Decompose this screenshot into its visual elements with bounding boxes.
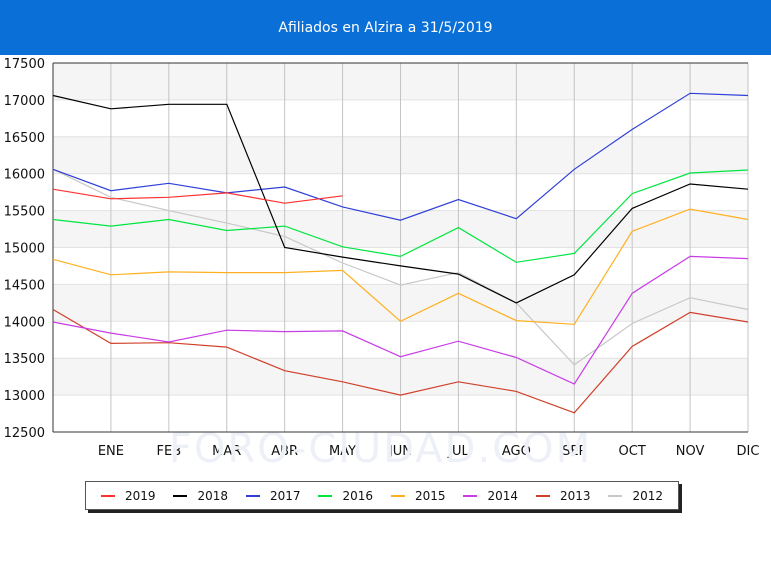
legend-swatch — [608, 494, 623, 497]
x-tick-label: ABR — [271, 444, 298, 459]
y-tick-label: 16500 — [4, 131, 45, 146]
y-tick-label: 14500 — [4, 278, 45, 293]
series-line-2014 — [52, 255, 749, 385]
y-tick-label: 17500 — [4, 57, 45, 72]
legend-swatch — [390, 494, 405, 497]
legend-item-2019: 2019 — [100, 488, 156, 503]
series-line-2017 — [52, 92, 749, 221]
legend-swatch — [245, 494, 260, 497]
x-tick-label: MAR — [212, 444, 241, 459]
legend-label: 2019 — [124, 488, 156, 503]
x-tick-label: ENE — [98, 444, 124, 459]
watermark: FORO-CIUDAD.COM — [169, 426, 592, 472]
x-tick-label: OCT — [619, 444, 646, 459]
chart-legend: 2019 2018 2017 2016 2015 2014 2013 2012 — [85, 481, 679, 510]
legend-item-2018: 2018 — [173, 489, 228, 503]
legend-label: 2014 — [487, 488, 519, 503]
y-tick-label: 13000 — [4, 389, 45, 404]
legend-swatch — [100, 494, 115, 497]
x-tick-label: DIC — [737, 444, 760, 459]
legend-label: 2016 — [342, 488, 374, 503]
legend-label: 2015 — [414, 488, 446, 503]
series-line-2012 — [52, 168, 749, 366]
legend-item-2015: 2015 — [390, 488, 446, 503]
x-tick-label: JUL — [447, 444, 469, 459]
legend-label: 2013 — [559, 488, 591, 503]
legend-swatch — [173, 494, 188, 497]
series-line-2013 — [52, 308, 749, 414]
y-tick-label: 14000 — [4, 315, 45, 330]
x-tick-label: MAY — [329, 444, 356, 459]
y-tick-label: 15000 — [4, 242, 45, 257]
legend-item-2016: 2016 — [318, 489, 373, 503]
legend-label: 2012 — [632, 488, 664, 503]
y-tick-label: 16000 — [4, 168, 45, 183]
y-tick-label: 17000 — [4, 94, 45, 109]
legend-swatch — [535, 494, 550, 497]
y-tick-label: 12500 — [4, 426, 45, 441]
y-tick-label: 15500 — [4, 205, 45, 220]
x-tick-label: NOV — [676, 444, 705, 459]
x-tick-label: SEP — [562, 444, 586, 459]
series-line-2019 — [52, 188, 343, 204]
legend-swatch — [463, 494, 478, 497]
y-tick-label: 13500 — [4, 352, 45, 367]
chart-title: Afiliados en Alzira a 31/5/2019 — [278, 19, 493, 36]
x-tick-label: FEB — [157, 444, 182, 459]
legend-label: 2017 — [269, 488, 301, 503]
series-line-2018 — [52, 94, 749, 304]
series-line-2016 — [52, 169, 749, 263]
legend-label: 2018 — [197, 488, 229, 503]
series-line-2015 — [52, 208, 749, 325]
x-tick-label: JUN — [388, 444, 412, 459]
legend-swatch — [318, 494, 333, 497]
legend-item-2014: 2014 — [463, 489, 518, 503]
legend-item-2013: 2013 — [535, 488, 591, 503]
legend-item-2017: 2017 — [245, 488, 301, 503]
x-tick-label: AGO — [502, 444, 531, 459]
chart-header: Afiliados en Alzira a 31/5/2019 — [0, 0, 771, 55]
legend-item-2012: 2012 — [608, 489, 663, 503]
